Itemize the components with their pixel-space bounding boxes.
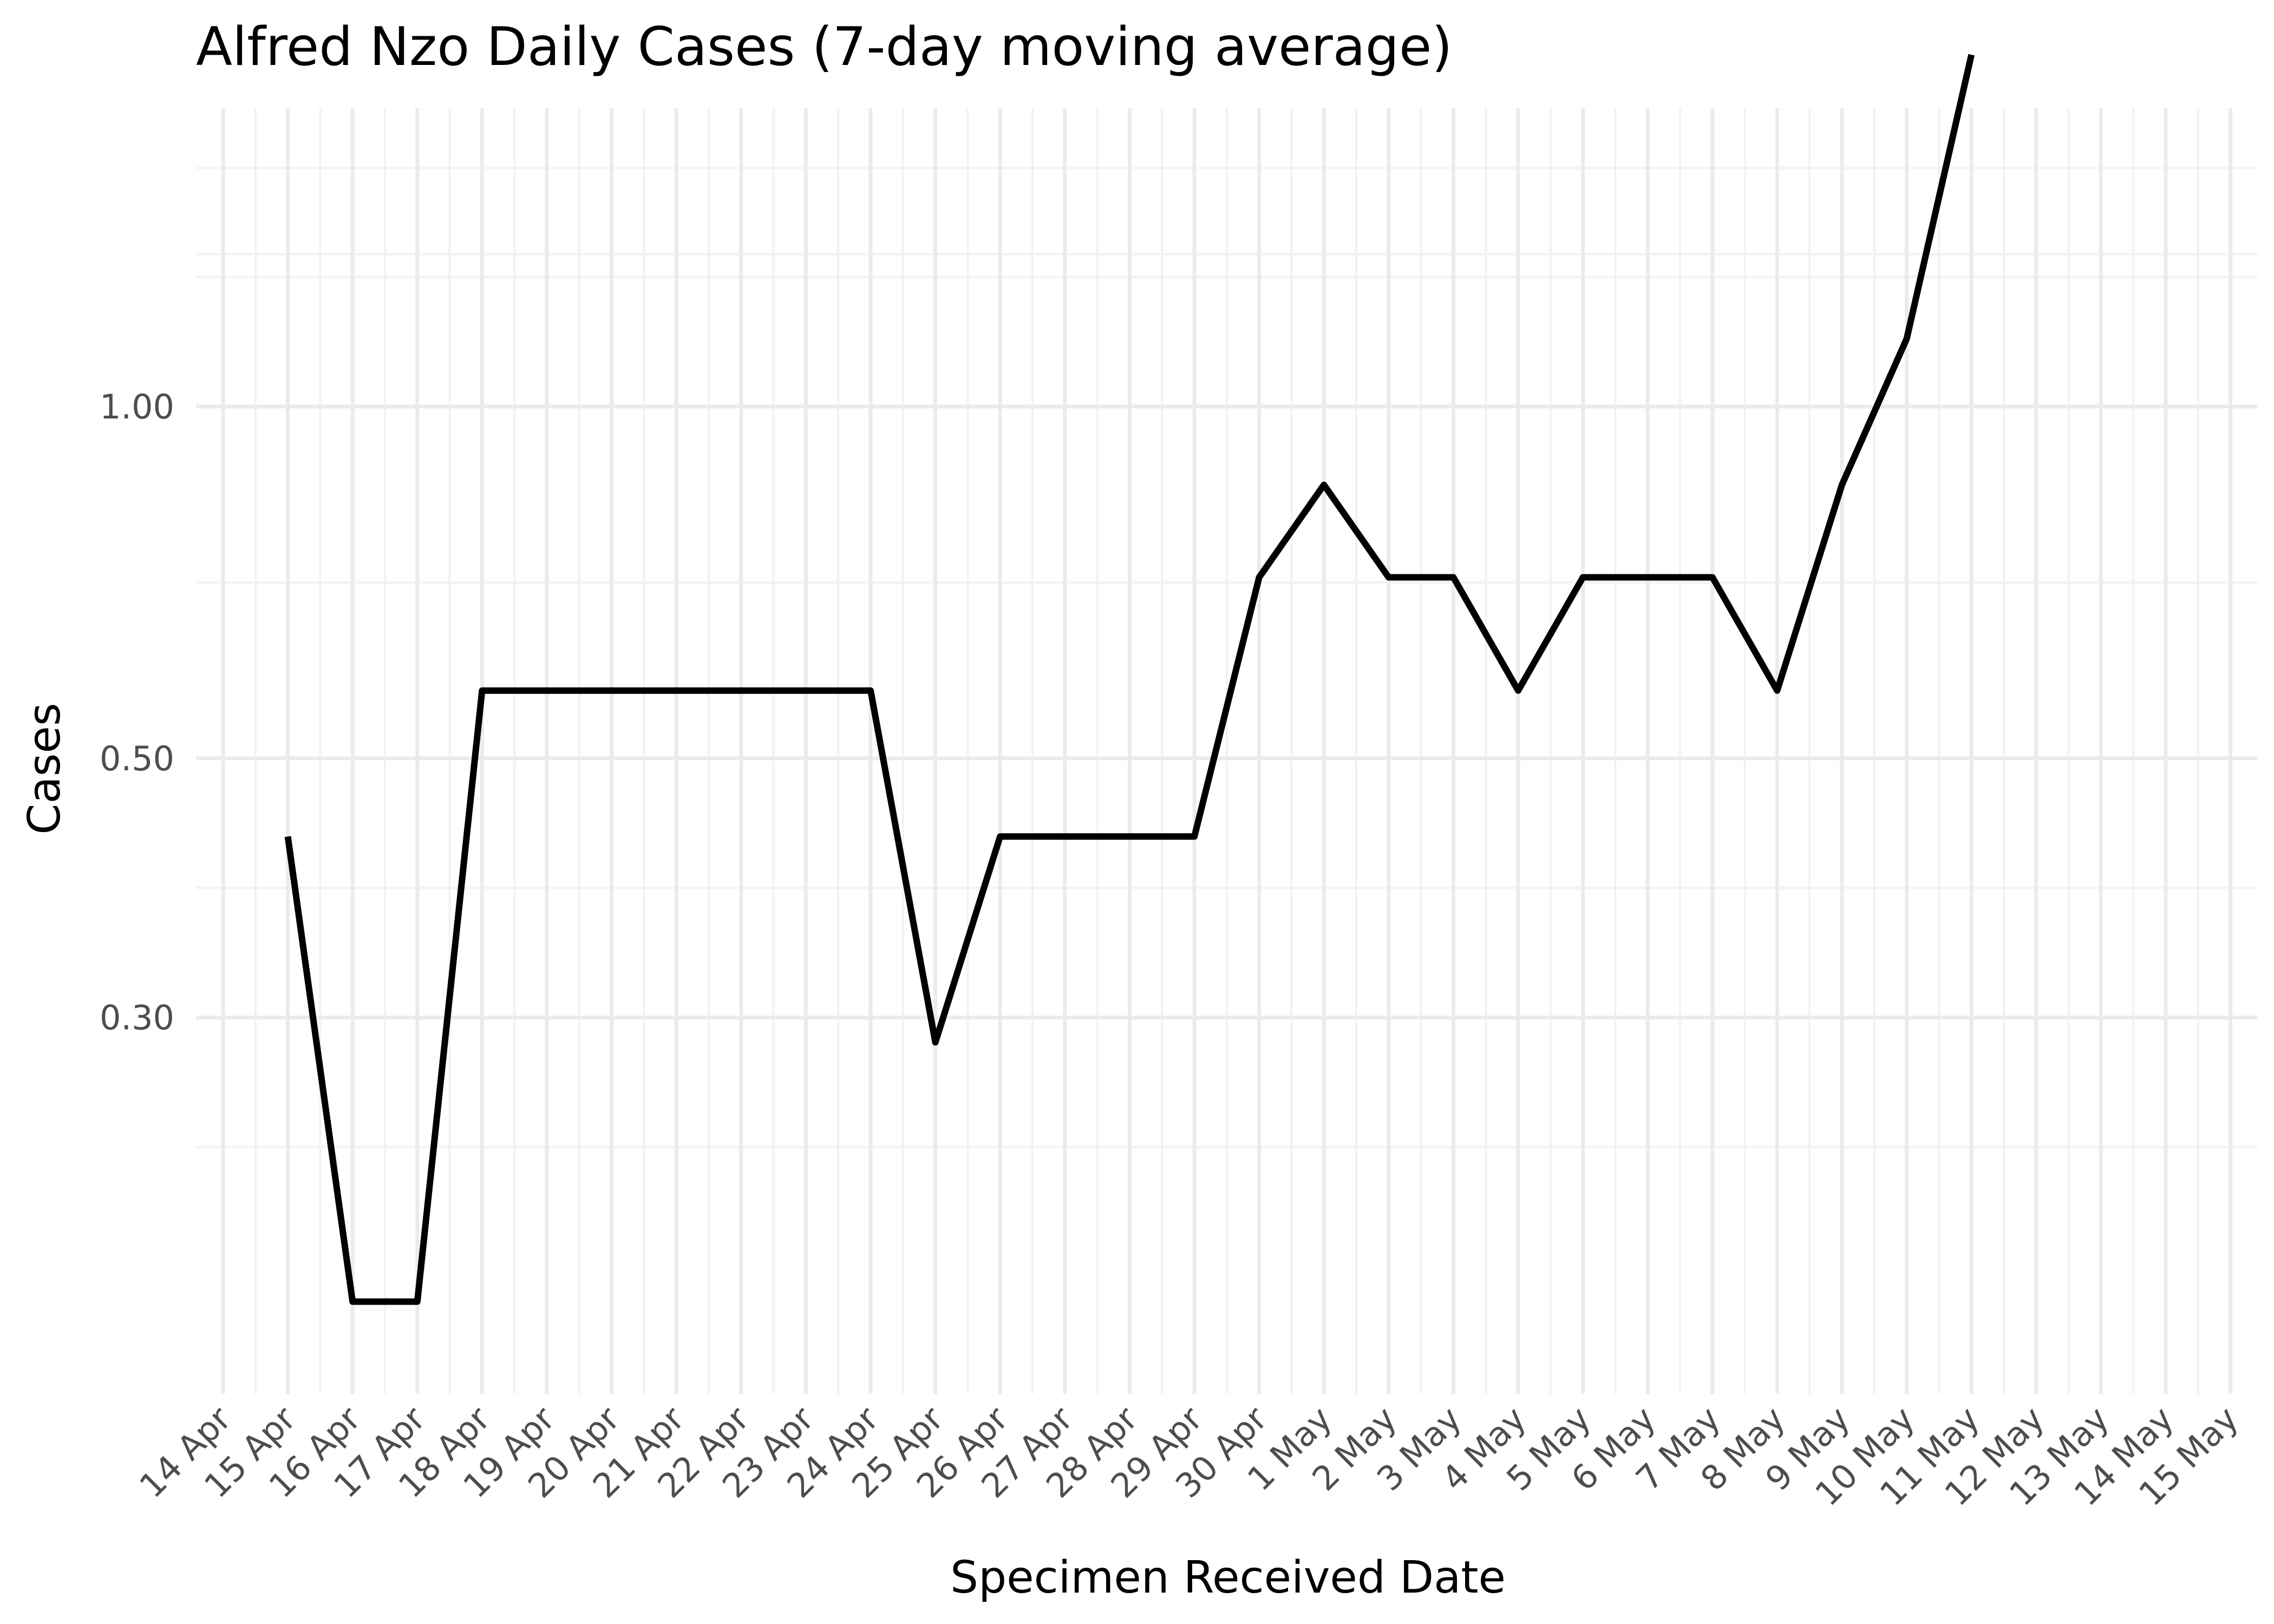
y-tick-label: 0.50 <box>100 739 174 778</box>
x-axis-title: Specimen Received Date <box>950 1552 1506 1603</box>
minor-x-gridlines <box>254 108 2199 1394</box>
series-layer <box>284 54 1975 1305</box>
y-tick-label: 1.00 <box>100 387 174 427</box>
chart-title: Alfred Nzo Daily Cases (7-day moving ave… <box>196 16 1452 78</box>
y-axis-title: Cases <box>19 703 70 834</box>
major-y-gridlines <box>196 404 2258 1020</box>
y-axis-tick-labels: 0.30 0.50 1.00 <box>100 387 174 1038</box>
major-x-gridlines <box>221 108 2233 1394</box>
y-tick-label: 0.30 <box>100 998 174 1038</box>
series-line <box>284 54 1975 1305</box>
